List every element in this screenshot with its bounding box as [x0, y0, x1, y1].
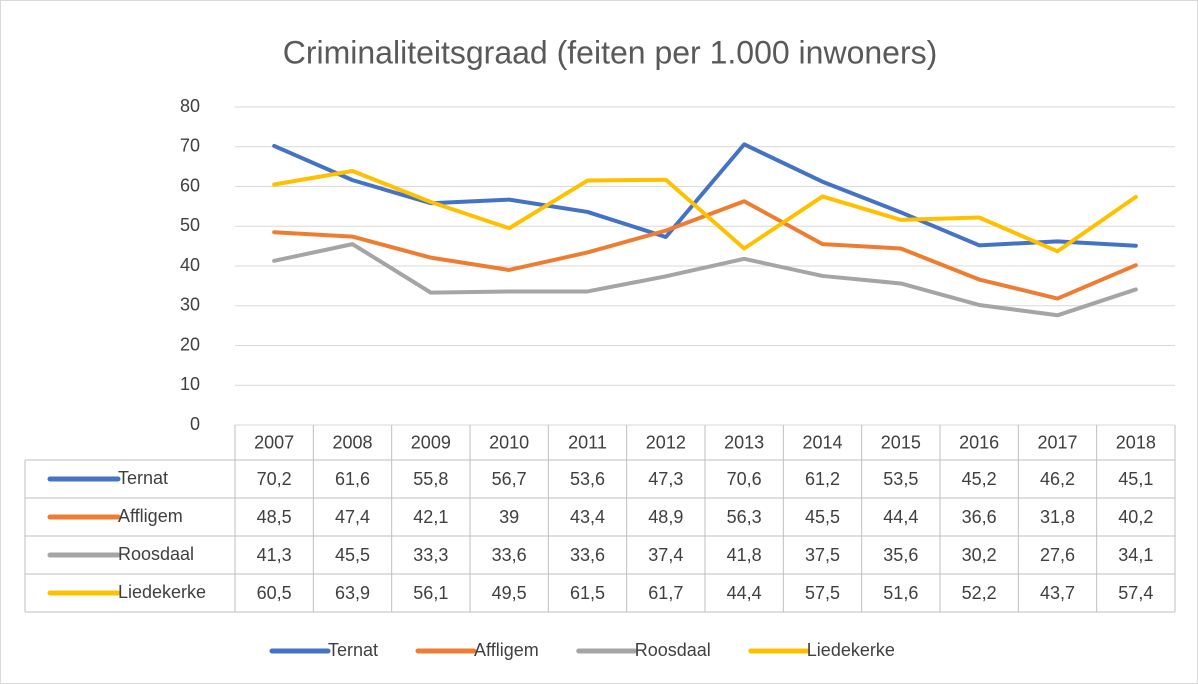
x-tick-label: 2010 [489, 432, 529, 452]
table-row-label: Affligem [118, 506, 183, 526]
data-label: 60,5 [257, 583, 292, 603]
x-tick-label: 2011 [568, 432, 607, 452]
x-tick-label: 2009 [411, 432, 451, 452]
x-tick-label: 2013 [724, 432, 764, 452]
data-label: 51,6 [883, 583, 918, 603]
data-label: 53,6 [570, 469, 605, 489]
data-label: 47,3 [648, 469, 683, 489]
data-label: 45,2 [962, 469, 997, 489]
data-label: 43,7 [1040, 583, 1075, 603]
data-label: 61,7 [648, 583, 683, 603]
data-label: 40,2 [1118, 507, 1153, 527]
data-label: 61,2 [805, 469, 840, 489]
data-label: 41,8 [727, 545, 762, 565]
x-tick-label: 2012 [646, 432, 686, 452]
data-label: 27,6 [1040, 545, 1075, 565]
data-label: 30,2 [962, 545, 997, 565]
data-label: 43,4 [570, 507, 605, 527]
data-label: 55,8 [413, 469, 448, 489]
data-label: 53,5 [883, 469, 918, 489]
data-label: 44,4 [727, 583, 762, 603]
data-label: 70,6 [727, 469, 762, 489]
data-label: 63,9 [335, 583, 370, 603]
table-row-label: Ternat [118, 468, 168, 488]
y-tick-label: 40 [180, 255, 200, 275]
x-tick-label: 2016 [959, 432, 999, 452]
y-tick-label: 50 [180, 215, 200, 235]
y-tick-label: 70 [180, 136, 200, 156]
data-label: 44,4 [883, 507, 918, 527]
data-label: 61,5 [570, 583, 605, 603]
data-label: 52,2 [962, 583, 997, 603]
data-label: 37,4 [648, 545, 683, 565]
data-label: 48,9 [648, 507, 683, 527]
legend-label: Affligem [474, 640, 539, 660]
data-label: 57,4 [1118, 583, 1153, 603]
data-label: 31,8 [1040, 507, 1075, 527]
table-row-label: Roosdaal [118, 544, 194, 564]
data-label: 39 [499, 507, 519, 527]
data-label: 49,5 [492, 583, 527, 603]
data-label: 33,6 [570, 545, 605, 565]
data-label: 56,1 [413, 583, 448, 603]
x-tick-label: 2017 [1037, 432, 1077, 452]
y-tick-label: 30 [180, 295, 200, 315]
table-row-label: Liedekerke [118, 582, 206, 602]
chart-title: Criminaliteitsgraad (feiten per 1.000 in… [283, 34, 938, 70]
line-series [272, 142, 1138, 248]
data-label: 41,3 [257, 545, 292, 565]
data-label: 48,5 [257, 507, 292, 527]
data-label: 37,5 [805, 545, 840, 565]
data-label: 47,4 [335, 507, 370, 527]
data-label: 70,2 [257, 469, 292, 489]
data-label: 45,5 [805, 507, 840, 527]
line-series [272, 168, 1138, 254]
y-tick-label: 60 [180, 175, 200, 195]
data-label: 33,6 [492, 545, 527, 565]
data-label: 61,6 [335, 469, 370, 489]
data-label: 56,3 [727, 507, 762, 527]
y-tick-label: 80 [180, 96, 200, 116]
data-label: 45,5 [335, 545, 370, 565]
y-tick-label: 10 [180, 374, 200, 394]
data-label: 42,1 [413, 507, 448, 527]
data-label: 33,3 [413, 545, 448, 565]
x-tick-label: 2007 [254, 432, 294, 452]
data-label: 46,2 [1040, 469, 1075, 489]
data-label: 35,6 [883, 545, 918, 565]
data-label: 36,6 [962, 507, 997, 527]
data-label: 34,1 [1118, 545, 1153, 565]
data-label: 56,7 [492, 469, 527, 489]
line-series [272, 242, 1138, 318]
y-tick-label: 0 [190, 414, 200, 434]
x-tick-label: 2008 [332, 432, 372, 452]
legend-label: Ternat [328, 640, 378, 660]
legend-label: Roosdaal [635, 640, 711, 660]
x-tick-label: 2014 [802, 432, 842, 452]
y-tick-label: 20 [180, 334, 200, 354]
legend-label: Liedekerke [807, 640, 895, 660]
data-label: 45,1 [1118, 469, 1153, 489]
x-tick-label: 2015 [881, 432, 921, 452]
x-tick-label: 2018 [1116, 432, 1156, 452]
data-label: 57,5 [805, 583, 840, 603]
